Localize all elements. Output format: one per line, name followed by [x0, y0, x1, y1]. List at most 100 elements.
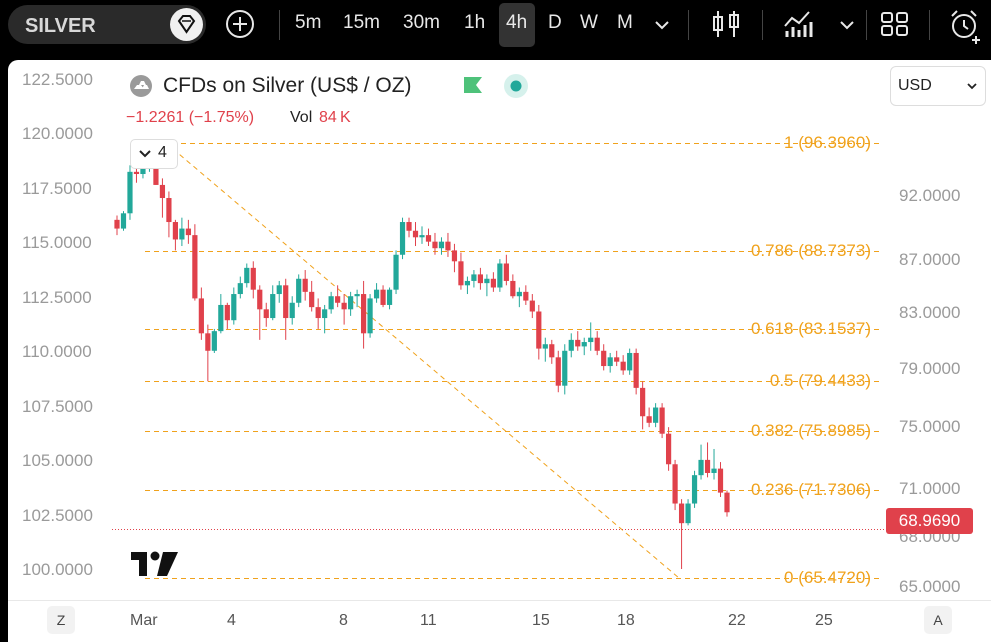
right-axis-label: 79.0000	[899, 359, 961, 378]
candle	[438, 237, 445, 255]
candle	[328, 291, 334, 314]
timeframe-d[interactable]: D	[548, 12, 562, 33]
candle	[244, 263, 250, 288]
toolbar-divider	[762, 10, 763, 40]
time-axis[interactable]	[8, 600, 991, 642]
candle	[445, 232, 451, 257]
candle	[659, 403, 665, 439]
alarm-clock-icon[interactable]	[946, 6, 980, 44]
candle-body	[471, 274, 477, 281]
candle	[179, 217, 185, 247]
candle-body	[497, 263, 503, 288]
candle-body	[555, 357, 561, 386]
timeframe-m[interactable]: M	[617, 12, 633, 33]
fib-level-label: 0.618 (83.1537)	[750, 318, 871, 338]
candle-body	[257, 289, 263, 310]
candle-body	[438, 241, 445, 249]
timezone-button[interactable]: Z	[47, 606, 75, 634]
x-axis-label: 18	[617, 612, 635, 629]
candle-body	[425, 235, 432, 242]
candle	[211, 328, 217, 353]
candle	[497, 259, 503, 292]
candle-body	[289, 302, 295, 319]
candle-body	[367, 298, 373, 334]
candle	[653, 403, 659, 428]
timeframe-15m[interactable]: 15m	[343, 12, 380, 33]
chevron-down-icon	[967, 83, 977, 90]
candle-body	[386, 289, 393, 305]
candle	[542, 337, 548, 362]
candle-body	[302, 278, 308, 292]
candle-body	[172, 222, 179, 240]
candle-body	[231, 294, 237, 321]
candle-body	[335, 296, 341, 303]
price-change: −1.2261 (−1.75%)	[126, 109, 255, 126]
candle-body	[120, 213, 127, 229]
candle	[367, 294, 373, 338]
candle	[296, 274, 302, 308]
timeframe-chevron-down-icon[interactable]	[649, 6, 683, 42]
candle-body	[490, 278, 496, 288]
auto-scale-button[interactable]: A	[924, 606, 952, 634]
diamond-icon[interactable]	[170, 8, 203, 41]
candle-body	[484, 278, 490, 284]
candle	[601, 344, 607, 371]
indicators-icon[interactable]	[781, 6, 815, 42]
timeframe-5m[interactable]: 5m	[295, 12, 322, 33]
indicators-collapse-button[interactable]: 4	[130, 139, 178, 169]
toolbar-divider	[279, 10, 280, 40]
candle	[588, 322, 594, 351]
candle-body	[562, 350, 568, 386]
x-axis-label: 11	[420, 612, 437, 629]
indicators-chevron-down-icon[interactable]	[830, 6, 864, 42]
candle	[354, 289, 360, 308]
left-axis-label: 102.5000	[22, 506, 93, 525]
candle-body	[185, 228, 191, 236]
currency-select[interactable]: USD	[890, 66, 986, 106]
candle	[263, 302, 269, 327]
candle-body	[614, 357, 620, 362]
candle-body	[717, 468, 724, 493]
candle	[159, 178, 166, 218]
candle	[386, 287, 393, 310]
timeframe-1h[interactable]: 1h	[464, 12, 486, 33]
candle-body	[114, 219, 120, 229]
candle-body	[373, 289, 380, 299]
candlestick-type-icon[interactable]	[708, 6, 742, 42]
chevron-down-icon	[139, 150, 151, 158]
candle-body	[315, 307, 321, 319]
candle-body	[380, 289, 386, 305]
toolbar-divider	[688, 10, 689, 40]
candle	[711, 448, 717, 480]
market-status-icon[interactable]	[502, 72, 530, 100]
candle-body	[646, 416, 652, 423]
candle	[309, 280, 315, 312]
candle-body	[211, 331, 217, 351]
timeframe-w[interactable]: W	[580, 12, 598, 33]
candle-body	[328, 296, 334, 310]
timeframe-4h[interactable]: 4h	[506, 12, 528, 33]
market-flag-icon[interactable]	[462, 74, 484, 96]
candle	[620, 355, 626, 375]
candle-body	[237, 283, 243, 295]
candle-body	[250, 267, 256, 290]
candle	[672, 459, 678, 511]
candle	[393, 250, 399, 295]
candle-body	[360, 294, 367, 334]
fib-trend-line	[165, 142, 680, 579]
candle-body	[510, 280, 516, 297]
candle	[633, 348, 639, 395]
symbol-search[interactable]: SILVER	[8, 5, 206, 44]
candle	[432, 232, 438, 255]
right-axis-label: 65.0000	[899, 577, 961, 596]
candle	[380, 285, 386, 308]
timeframe-30m[interactable]: 30m	[403, 12, 440, 33]
candle-body	[620, 361, 626, 371]
candle-body	[477, 274, 484, 284]
candle-body	[399, 222, 406, 255]
candle	[198, 287, 204, 340]
add-compare-icon[interactable]	[222, 6, 256, 42]
candle	[640, 381, 646, 430]
layout-grid-icon[interactable]	[877, 6, 911, 42]
